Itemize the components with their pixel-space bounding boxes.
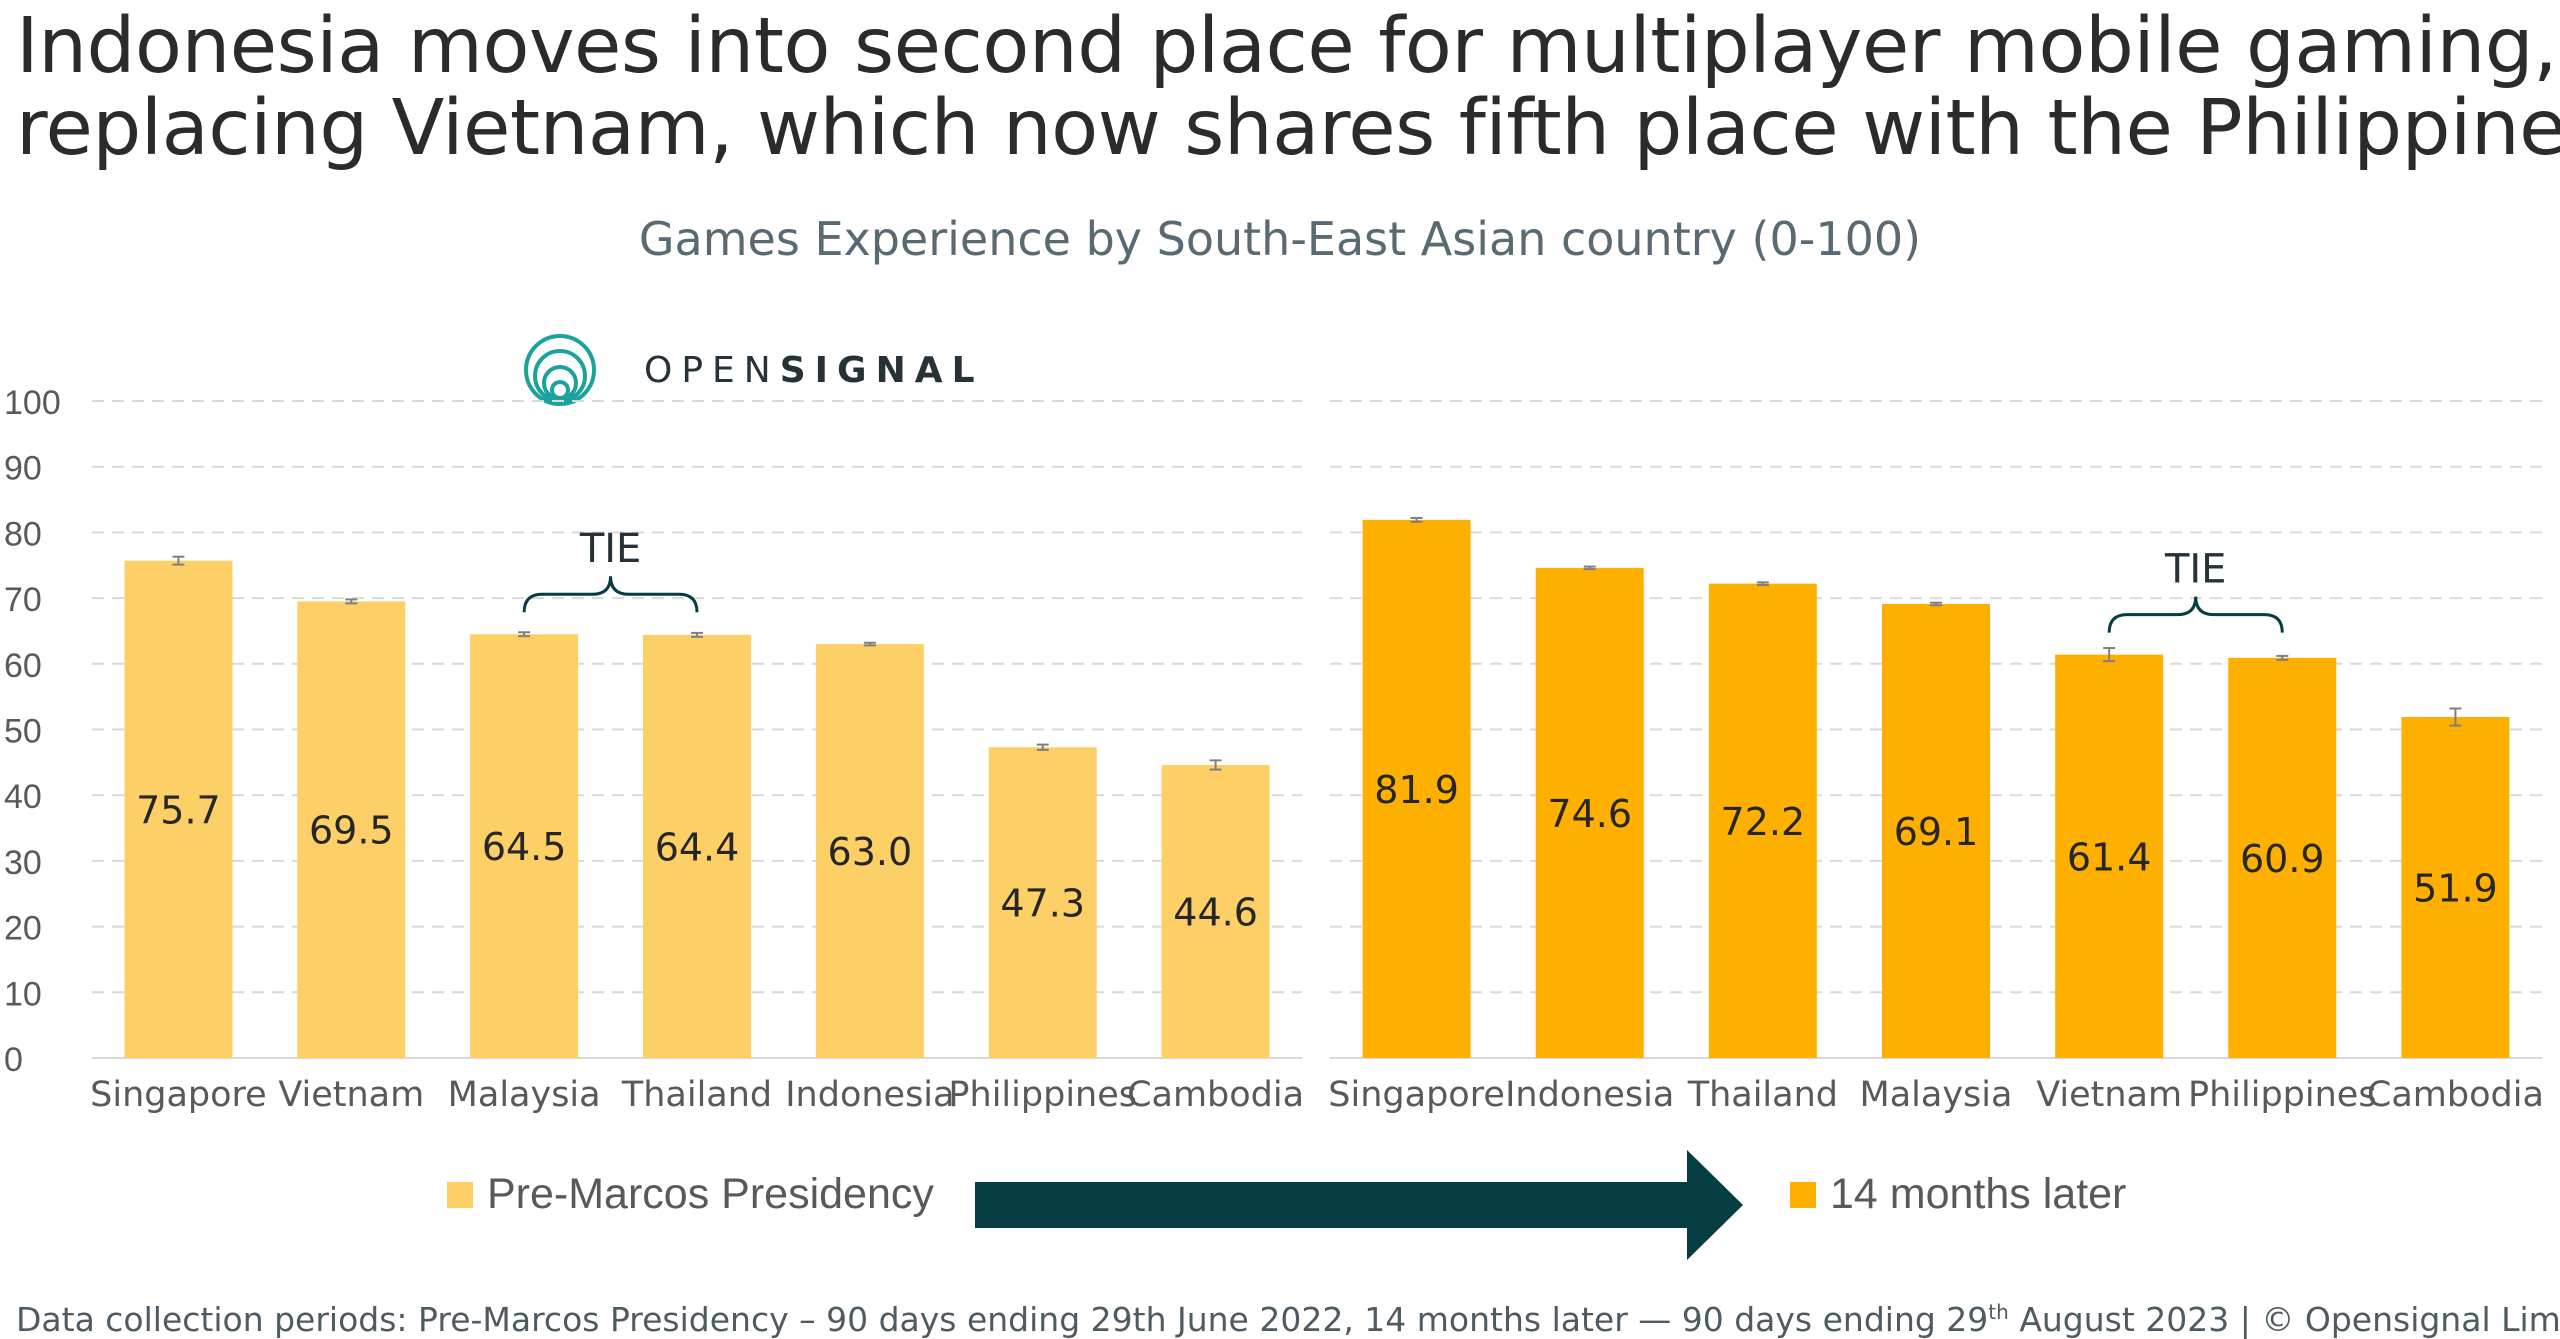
x-tick-label: Vietnam	[2036, 1075, 2182, 1115]
legend-label-14-months-later: 14 months later	[1830, 1170, 2127, 1218]
chart-title: Games Experience by South-East Asian cou…	[638, 212, 1922, 266]
opensignal-logo-icon	[524, 334, 596, 406]
data-label: 51.9	[2413, 867, 2498, 911]
bar	[1708, 583, 1817, 1058]
legend-item-14-months-later: 14 months later	[1790, 1170, 2126, 1219]
y-tick-label: 20	[4, 910, 42, 948]
y-tick-label: 0	[4, 1041, 23, 1079]
data-label: 64.5	[482, 825, 567, 869]
data-label: 47.3	[1000, 882, 1085, 926]
bar	[124, 560, 233, 1058]
x-tick-label: Cambodia	[2367, 1075, 2544, 1115]
bar	[1882, 604, 1990, 1058]
data-label: 74.6	[1547, 792, 1632, 836]
bar	[1362, 519, 1471, 1058]
tie-annotation: TIE	[579, 526, 642, 572]
data-label: 72.2	[1721, 800, 1806, 844]
y-tick-label: 100	[4, 384, 61, 422]
bar	[470, 634, 579, 1058]
x-tick-label: Philippines	[948, 1075, 1137, 1115]
data-label: 69.5	[309, 809, 394, 853]
data-label: 69.1	[1894, 810, 1979, 854]
y-tick-label: 10	[4, 975, 42, 1013]
bar	[2055, 654, 2164, 1058]
y-tick-label: 60	[4, 647, 42, 685]
data-label: 63.0	[828, 830, 913, 874]
legend-label-pre-marcos: Pre-Marcos Presidency	[487, 1170, 934, 1218]
y-tick-label: 80	[4, 515, 42, 553]
x-tick-label: Indonesia	[1505, 1075, 1674, 1115]
data-label: 81.9	[1374, 768, 1459, 812]
x-tick-label: Malaysia	[448, 1075, 601, 1115]
x-tick-label: Thailand	[1687, 1075, 1838, 1115]
data-label: 64.4	[655, 825, 740, 869]
x-tick-label: Philippines	[2188, 1075, 2377, 1115]
data-label: 61.4	[2067, 835, 2152, 879]
x-tick-label: Thailand	[621, 1075, 772, 1115]
y-tick-label: 40	[4, 778, 42, 816]
tie-annotation: TIE	[2164, 547, 2227, 593]
bar	[815, 644, 924, 1058]
headline: Indonesia moves into second place for mu…	[16, 2, 2560, 173]
legend-swatch-pre-marcos	[447, 1181, 473, 1208]
bar	[297, 601, 406, 1058]
data-label: 60.9	[2240, 837, 2325, 881]
x-tick-label: Singapore	[1328, 1075, 1505, 1115]
legend-item-pre-marcos: Pre-Marcos Presidency	[447, 1170, 934, 1219]
y-tick-label: 90	[4, 450, 42, 488]
x-tick-label: Singapore	[90, 1075, 267, 1115]
bar	[988, 747, 1097, 1058]
x-tick-label: Vietnam	[278, 1075, 424, 1115]
opensignal-wordmark: OPENSIGNAL	[644, 349, 984, 391]
opensignal-logo: OPENSIGNAL	[520, 330, 984, 410]
bar	[1161, 764, 1270, 1058]
tie-brace	[2107, 596, 2284, 633]
y-tick-label: 50	[4, 713, 42, 751]
headline-line-1: Indonesia moves into second place for mu…	[16, 2, 2558, 91]
x-tick-label: Cambodia	[1127, 1075, 1304, 1115]
y-tick-label: 70	[4, 581, 42, 619]
legend-swatch-14-months-later	[1790, 1181, 1816, 1208]
data-label: 75.7	[136, 788, 221, 832]
tie-brace	[522, 576, 699, 613]
footnote: Data collection periods: Pre-Marcos Pres…	[16, 1300, 2560, 1339]
bar	[2401, 717, 2510, 1058]
transition-arrow	[975, 1150, 1743, 1260]
bar	[2228, 657, 2337, 1058]
headline-line-2: replacing Vietnam, which now shares fift…	[16, 84, 2560, 173]
bar	[1535, 567, 1644, 1058]
bar	[643, 634, 751, 1058]
x-tick-label: Indonesia	[785, 1075, 954, 1115]
x-tick-label: Malaysia	[1860, 1075, 2013, 1115]
data-label: 44.6	[1173, 890, 1258, 934]
y-tick-label: 30	[4, 844, 42, 882]
